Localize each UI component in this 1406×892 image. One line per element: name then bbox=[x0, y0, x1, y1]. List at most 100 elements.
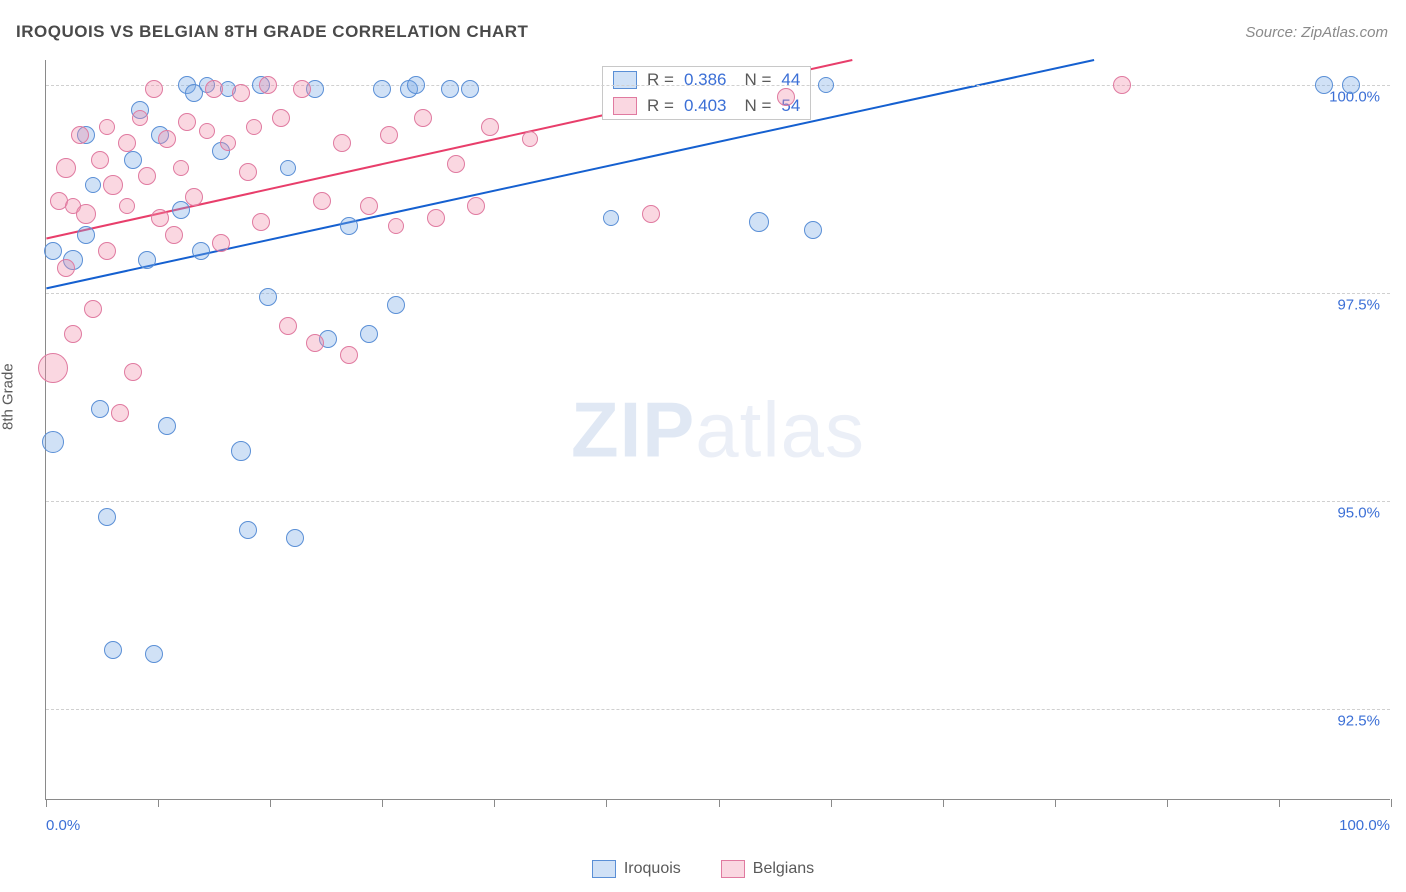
scatter-point bbox=[259, 76, 277, 94]
scatter-point bbox=[259, 288, 277, 306]
scatter-point bbox=[212, 234, 230, 252]
scatter-point bbox=[138, 251, 156, 269]
legend-swatch-iroquois bbox=[592, 860, 616, 878]
source-value: ZipAtlas.com bbox=[1301, 24, 1388, 41]
scatter-point bbox=[57, 259, 75, 277]
scatter-point bbox=[185, 188, 203, 206]
scatter-point bbox=[373, 80, 391, 98]
stats-r-value: 0.403 bbox=[684, 96, 727, 116]
scatter-point bbox=[91, 400, 109, 418]
y-tick-label: 97.5% bbox=[1327, 296, 1380, 313]
scatter-point bbox=[111, 404, 129, 422]
scatter-point bbox=[138, 167, 156, 185]
scatter-point bbox=[603, 210, 619, 226]
scatter-point bbox=[1113, 76, 1131, 94]
scatter-point bbox=[99, 119, 115, 135]
scatter-point bbox=[293, 80, 311, 98]
scatter-point bbox=[103, 175, 123, 195]
x-tick bbox=[831, 799, 832, 807]
y-axis-title: 8th Grade bbox=[0, 363, 17, 430]
scatter-point bbox=[119, 198, 135, 214]
stats-swatch bbox=[613, 71, 637, 89]
x-tick bbox=[1167, 799, 1168, 807]
x-tick bbox=[158, 799, 159, 807]
scatter-point bbox=[481, 118, 499, 136]
x-tick bbox=[46, 799, 47, 807]
scatter-point bbox=[388, 218, 404, 234]
scatter-point bbox=[124, 151, 142, 169]
stats-row: R =0.386N =44 bbox=[603, 67, 810, 93]
scatter-point bbox=[380, 126, 398, 144]
y-tick-label: 92.5% bbox=[1327, 712, 1380, 729]
legend-label-iroquois: Iroquois bbox=[624, 860, 681, 878]
legend-label-belgians: Belgians bbox=[753, 860, 814, 878]
scatter-point bbox=[151, 209, 169, 227]
scatter-plot-area: ZIPatlas R =0.386N =44R =0.403N =54 0.0%… bbox=[45, 60, 1390, 800]
scatter-point bbox=[246, 119, 262, 135]
stats-n-label: N = bbox=[744, 96, 771, 116]
scatter-point bbox=[232, 84, 250, 102]
scatter-point bbox=[1342, 76, 1360, 94]
x-tick bbox=[1055, 799, 1056, 807]
scatter-point bbox=[804, 221, 822, 239]
stats-n-value: 44 bbox=[781, 70, 800, 90]
scatter-point bbox=[1315, 76, 1333, 94]
scatter-point bbox=[71, 126, 89, 144]
scatter-point bbox=[522, 131, 538, 147]
scatter-point bbox=[340, 217, 358, 235]
source-attribution: Source: ZipAtlas.com bbox=[1245, 24, 1388, 41]
scatter-point bbox=[749, 212, 769, 232]
scatter-point bbox=[252, 213, 270, 231]
scatter-point bbox=[467, 197, 485, 215]
x-tick bbox=[494, 799, 495, 807]
gridline-horizontal bbox=[46, 709, 1390, 710]
scatter-point bbox=[360, 325, 378, 343]
legend-item-belgians: Belgians bbox=[721, 860, 814, 878]
scatter-point bbox=[205, 80, 223, 98]
scatter-point bbox=[77, 226, 95, 244]
scatter-point bbox=[414, 109, 432, 127]
scatter-point bbox=[407, 76, 425, 94]
x-axis-max-label: 100.0% bbox=[1339, 817, 1390, 834]
source-label: Source: bbox=[1245, 24, 1297, 41]
x-tick bbox=[1391, 799, 1392, 807]
scatter-point bbox=[56, 158, 76, 178]
scatter-point bbox=[642, 205, 660, 223]
scatter-point bbox=[279, 317, 297, 335]
scatter-point bbox=[85, 177, 101, 193]
legend-swatch-belgians bbox=[721, 860, 745, 878]
stats-r-label: R = bbox=[647, 70, 674, 90]
chart-title: IROQUOIS VS BELGIAN 8TH GRADE CORRELATIO… bbox=[16, 22, 528, 42]
scatter-point bbox=[192, 242, 210, 260]
scatter-point bbox=[145, 645, 163, 663]
scatter-point bbox=[333, 134, 351, 152]
scatter-point bbox=[387, 296, 405, 314]
scatter-point bbox=[239, 521, 257, 539]
x-tick bbox=[943, 799, 944, 807]
x-axis-min-label: 0.0% bbox=[46, 817, 80, 834]
scatter-point bbox=[38, 353, 68, 383]
stats-swatch bbox=[613, 97, 637, 115]
scatter-point bbox=[64, 325, 82, 343]
scatter-point bbox=[165, 226, 183, 244]
legend-item-iroquois: Iroquois bbox=[592, 860, 681, 878]
scatter-point bbox=[239, 163, 257, 181]
scatter-point bbox=[91, 151, 109, 169]
scatter-point bbox=[272, 109, 290, 127]
scatter-point bbox=[220, 135, 236, 151]
scatter-point bbox=[145, 80, 163, 98]
x-tick bbox=[606, 799, 607, 807]
scatter-point bbox=[42, 431, 64, 453]
scatter-point bbox=[441, 80, 459, 98]
scatter-point bbox=[44, 242, 62, 260]
scatter-point bbox=[199, 123, 215, 139]
scatter-point bbox=[427, 209, 445, 227]
scatter-point bbox=[447, 155, 465, 173]
scatter-point bbox=[132, 110, 148, 126]
x-tick bbox=[270, 799, 271, 807]
scatter-point bbox=[76, 204, 96, 224]
scatter-point bbox=[286, 529, 304, 547]
scatter-point bbox=[461, 80, 479, 98]
scatter-point bbox=[98, 242, 116, 260]
gridline-horizontal bbox=[46, 293, 1390, 294]
